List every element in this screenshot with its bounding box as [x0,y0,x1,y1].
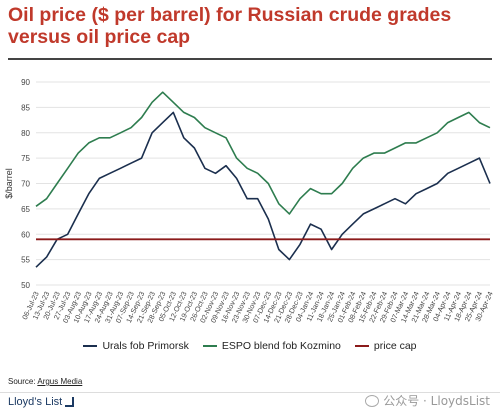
grid-lines [36,81,490,286]
legend-label: ESPO blend fob Kozmino [221,340,341,352]
logo-text: Lloyd’s List [8,396,63,408]
legend-item: price cap [354,340,417,352]
x-axis-ticks: 06-Jul-2313-Jul-2320-Jul-2327-Jul-2303-A… [20,290,495,324]
legend: Urals fob Primorsk ESPO blend fob Kozmino… [0,340,500,352]
y-tick-label: 60 [21,230,30,239]
lloyds-list-logo: Lloyd’s List [8,396,75,408]
y-tick-label: 55 [21,256,30,265]
y-tick-label: 85 [21,103,30,112]
watermark: 公众号 · LloydsList [365,392,490,409]
series-line-1 [35,91,491,215]
legend-swatch [83,344,98,348]
footer-divider [0,392,500,393]
wechat-icon [365,394,380,407]
y-axis-label: $/barrel [4,168,14,199]
y-axis-ticks: 50 55 60 65 70 75 80 85 90 [21,78,30,290]
chart-title: Oil price ($ per barrel) for Russian cru… [8,4,452,48]
y-tick-label: 80 [21,129,30,138]
line-chart: 50 55 60 65 70 75 80 85 90 $/barrel 06-Jul-2313-… [4,78,495,324]
source-link[interactable]: Argus Media [37,377,83,386]
legend-label: price cap [373,340,417,352]
legend-item: ESPO blend fob Kozmino [202,340,341,352]
series-line-0 [35,111,491,268]
legend-item: Urals fob Primorsk [83,340,189,352]
logo-mark-icon [65,397,75,407]
watermark-text: 公众号 · LloydsList [383,394,490,408]
source-prefix: Source: [8,377,38,386]
y-tick-label: 50 [21,281,30,290]
source-note: Source: Argus Media [8,377,82,386]
y-tick-label: 70 [21,180,30,189]
legend-swatch [202,344,217,348]
legend-label: Urals fob Primorsk [102,340,189,352]
title-divider [8,58,492,60]
y-tick-label: 65 [21,205,30,214]
legend-swatch [354,344,369,348]
y-tick-label: 75 [21,154,30,163]
series-lines [35,91,491,268]
y-tick-label: 90 [21,78,30,87]
